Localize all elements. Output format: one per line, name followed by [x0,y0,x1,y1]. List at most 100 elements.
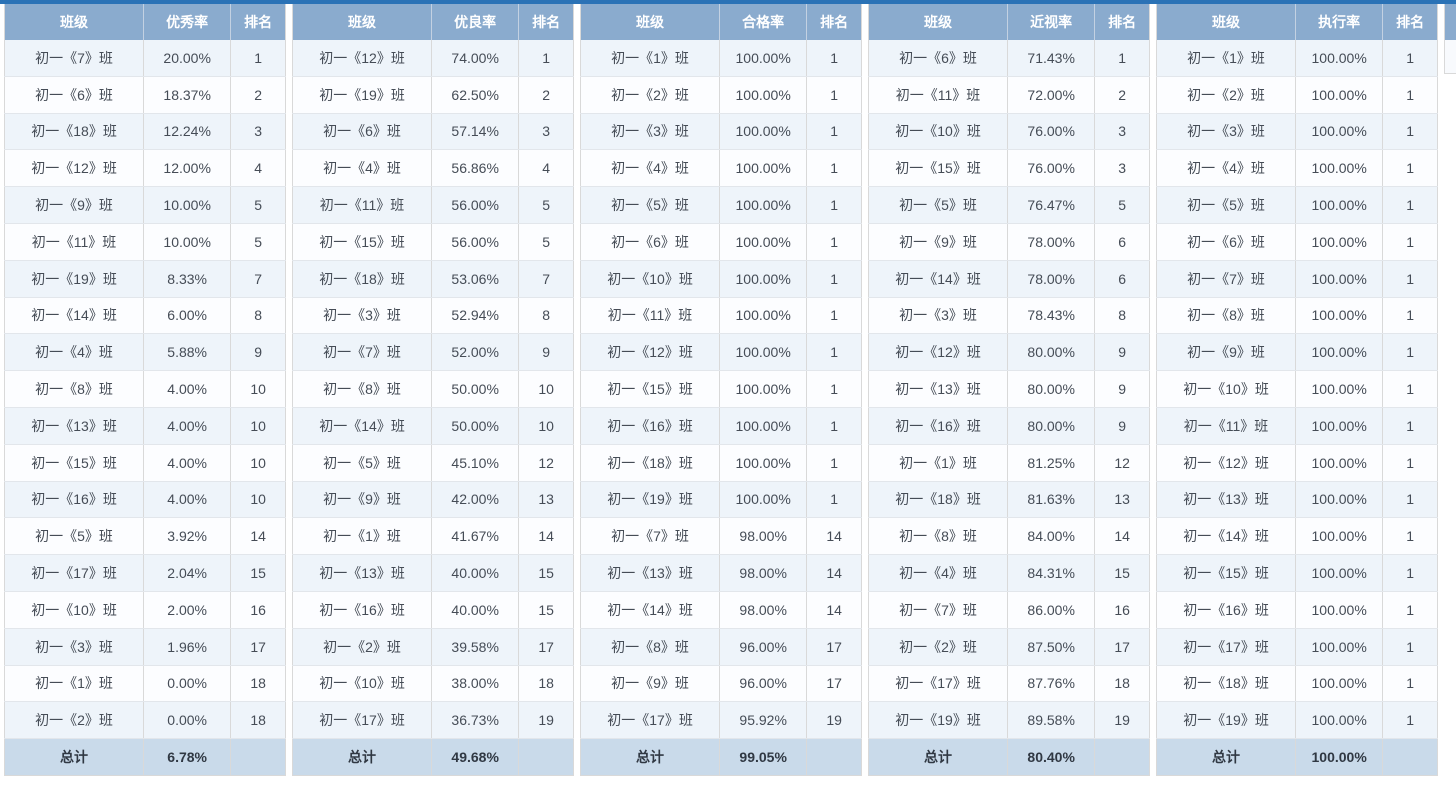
rate-cell: 87.76% [1007,665,1096,703]
class-name-cell: 初一《4》班 [1156,149,1297,188]
class-name-cell: 初一《11》班 [868,76,1009,114]
class-name-cell: 初一《6》班 [1156,223,1297,261]
rank-cell: 19 [518,701,574,740]
rank-cell: 3 [518,113,574,151]
table-row: 初一《5》班 100.00% 1 [580,186,862,224]
rate-cell: 80.00% [1007,370,1096,408]
rate-cell: 100.00% [1295,407,1384,445]
rank-cell: 1 [806,407,862,445]
rank-cell: 10 [230,444,286,482]
rank-cell: 3 [1094,113,1150,151]
table-row: 初一《18》班 100.00% 1 [1156,665,1438,703]
rate-cell: 100.00% [1295,333,1384,372]
table-row: 初一《19》班 100.00% 1 [1156,701,1438,740]
rate-cell: 100.00% [1295,40,1384,77]
class-name-cell: 初一《17》班 [868,665,1009,703]
rate-cell: 100.00% [719,260,808,298]
table-row: 初一《18》班 100.00% 1 [580,444,862,482]
header-row: 班级 合格率 排名 [580,4,862,40]
rate-cell: 100.00% [1295,186,1384,224]
rate-cell: 57.14% [431,113,520,151]
rank-cell: 13 [518,481,574,519]
rank-cell: 8 [230,297,286,335]
table-row: 初一《10》班 2.00% 16 [4,591,286,629]
rank-cell: 4 [230,149,286,188]
table-row: 初一《6》班 100.00% 1 [1156,223,1438,261]
rank-cell: 1 [1382,444,1438,482]
total-label-cell: 总计 [4,738,145,776]
rate-cell: 98.00% [719,554,808,592]
class-name-cell: 初一《17》班 [292,701,433,740]
column-header-rank: 排名 [806,4,862,40]
class-name-cell: 初一《11》班 [292,186,433,224]
table-row: 初一《17》班 95.92% 19 [580,701,862,740]
rate-cell: 100.00% [1295,591,1384,629]
total-label-cell: 总计 [580,738,721,776]
table-row: 初一《18》班 53.06% 7 [292,260,574,298]
rank-cell: 1 [1382,554,1438,592]
column-header-class: 班级 [580,4,721,40]
column-header-class: 班级 [292,4,433,40]
class-name-cell: 初一《15》班 [292,223,433,261]
rate-cell: 8.33% [143,260,232,298]
rate-cell: 100.00% [1295,223,1384,261]
table-row: 初一《15》班 4.00% 10 [4,444,286,482]
table-row: 初一《4》班 56.86% 4 [292,149,574,188]
column-header-rank: 排名 [1094,4,1150,40]
table-row: 初一《12》班 100.00% 1 [1156,444,1438,482]
class-name-cell: 初一《1》班 [292,517,433,556]
class-name-cell: 初一《13》班 [1156,481,1297,519]
rate-cell: 4.00% [143,481,232,519]
class-name-cell: 初一《17》班 [1156,628,1297,666]
class-name-cell: 初一《4》班 [292,149,433,188]
class-name-cell: 初一《3》班 [292,297,433,335]
rate-cell: 100.00% [1295,701,1384,740]
rank-cell: 17 [518,628,574,666]
rank-cell: 3 [1094,149,1150,188]
rank-cell: 1 [1382,186,1438,224]
rank-cell: 2 [1094,76,1150,114]
rank-cell: 14 [518,517,574,556]
rank-cell: 17 [806,628,862,666]
rate-cell: 12.24% [143,113,232,151]
rate-cell: 10.00% [143,223,232,261]
table-row: 初一《5》班 76.47% 5 [868,186,1150,224]
rate-cell: 41.67% [431,517,520,556]
rank-cell: 9 [230,333,286,372]
column-header-rate: 近视率 [1007,4,1096,40]
table-row: 初一《14》班 100.00% 1 [1156,517,1438,556]
rank-cell: 14 [806,591,862,629]
rank-cell: 1 [1382,370,1438,408]
class-name-cell: 初一《15》班 [868,149,1009,188]
rate-cell: 18.37% [143,76,232,114]
table-row: 初一《11》班 56.00% 5 [292,186,574,224]
rate-cell: 98.00% [719,591,808,629]
class-name-cell: 初一《3》班 [580,113,721,151]
rate-cell: 52.94% [431,297,520,335]
rank-cell: 9 [1094,333,1150,372]
total-rank-cell [1094,738,1150,776]
class-name-cell: 初一《8》班 [580,628,721,666]
rank-cell: 8 [518,297,574,335]
rank-cell: 18 [230,665,286,703]
rank-cell: 1 [1382,223,1438,261]
table-row: 初一《3》班 100.00% 1 [580,113,862,151]
table-row: 初一《8》班 96.00% 17 [580,628,862,666]
rate-cell: 100.00% [719,370,808,408]
ranking-tables-container: 班级 优秀率 排名 初一《7》班 20.00% 1 初一《6》班 18.37% 2 初一《18》班… [4,4,1438,777]
class-name-cell: 初一《2》班 [580,76,721,114]
rank-cell: 1 [1382,40,1438,77]
rank-cell: 5 [1094,186,1150,224]
rate-cell: 10.00% [143,186,232,224]
rank-cell: 1 [806,223,862,261]
total-rate-cell: 80.40% [1007,738,1096,776]
rate-cell: 78.43% [1007,297,1096,335]
rate-cell: 96.00% [719,628,808,666]
table-row: 初一《2》班 0.00% 18 [4,701,286,740]
table-row: 初一《19》班 89.58% 19 [868,701,1150,740]
rank-cell: 7 [518,260,574,298]
class-name-cell: 初一《3》班 [1156,113,1297,151]
page-top-accent-bar [0,0,1456,4]
header-row: 班级 优秀率 排名 [4,4,286,40]
